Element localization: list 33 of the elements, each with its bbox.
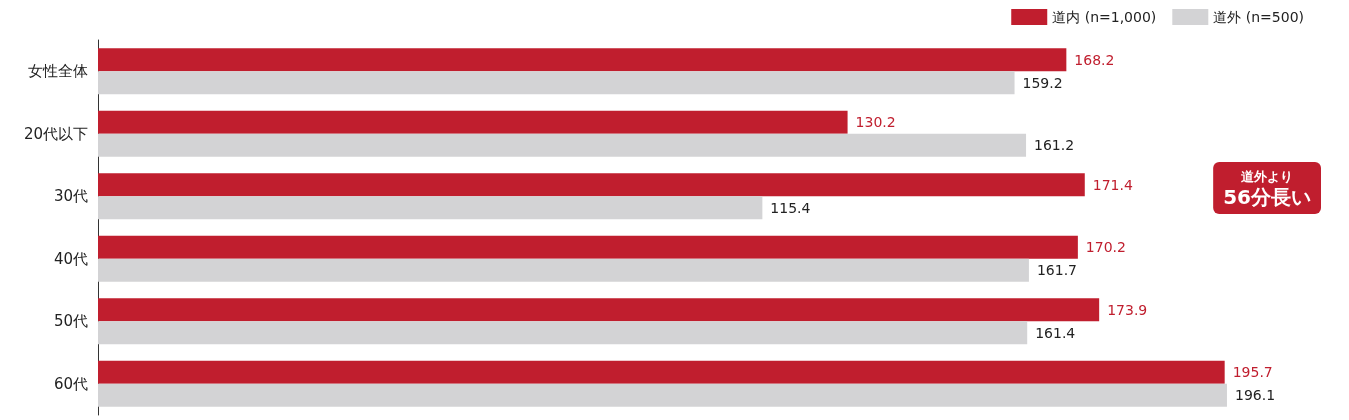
data-label: 168.2: [1074, 51, 1115, 68]
bar: [98, 360, 1225, 384]
data-label: 161.7: [1036, 262, 1078, 279]
y-tick-label: 60代: [53, 374, 88, 393]
bar: [98, 173, 1085, 197]
bar: [98, 110, 848, 134]
y-tick-label: 30代: [53, 187, 88, 206]
bar: [98, 383, 1227, 407]
data-label: 159.2: [1022, 74, 1063, 91]
bar: [98, 196, 763, 220]
legend-label: 道内 (n=1,000): [1052, 9, 1157, 25]
y-tick-label: 40代: [53, 249, 88, 268]
bar: [98, 71, 1015, 95]
data-label: 130.2: [855, 114, 896, 131]
data-label: 195.7: [1232, 364, 1273, 381]
bar: [98, 235, 1078, 259]
bar: [98, 298, 1100, 322]
bar: [98, 48, 1067, 72]
bar: [98, 321, 1028, 345]
data-label: 115.4: [770, 199, 811, 216]
data-label: 196.1: [1234, 387, 1276, 404]
bar: [98, 133, 1027, 157]
y-tick-label: 20代以下: [23, 124, 88, 143]
y-tick-label: 女性全体: [28, 62, 88, 81]
data-label: 173.9: [1107, 301, 1148, 318]
data-label: 161.4: [1035, 324, 1076, 341]
data-label: 161.2: [1034, 137, 1075, 154]
y-tick-label: 50代: [53, 312, 88, 331]
bar: [98, 258, 1029, 282]
annotation: 道外より 56分長い: [1223, 168, 1312, 209]
data-label: 170.2: [1085, 239, 1126, 256]
data-label: 171.4: [1092, 176, 1133, 193]
legend-label: 道外 (n=500): [1213, 9, 1304, 25]
